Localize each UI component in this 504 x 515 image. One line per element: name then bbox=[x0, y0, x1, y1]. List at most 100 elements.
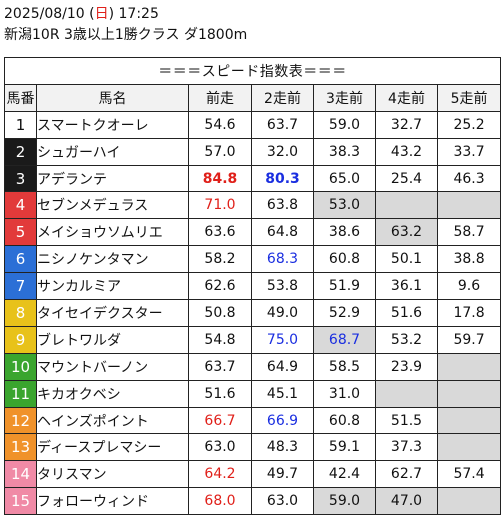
speed-index-cell: 54.6 bbox=[188, 110, 252, 139]
speed-index-cell: 63.6 bbox=[188, 218, 252, 247]
horse-name: メイショウソムリエ bbox=[36, 218, 189, 247]
speed-index-cell: 64.8 bbox=[251, 218, 314, 247]
speed-index-cell: 66.9 bbox=[251, 406, 314, 435]
horse-name: ヘインズポイント bbox=[36, 406, 189, 435]
speed-index-cell: 59.0 bbox=[313, 110, 376, 139]
header-cell: 馬名 bbox=[36, 83, 189, 112]
horse-name: アデランテ bbox=[36, 164, 189, 193]
speed-index-cell: 38.6 bbox=[313, 218, 376, 247]
horse-number: 1 bbox=[4, 110, 37, 139]
speed-index-cell: 63.7 bbox=[188, 352, 252, 381]
horse-name: サンカルミア bbox=[36, 272, 189, 301]
horse-number: 2 bbox=[4, 137, 37, 166]
speed-index-cell: 63.0 bbox=[188, 433, 252, 462]
speed-index-cell: 46.3 bbox=[436, 164, 502, 193]
table-row: 1 スマートクオーレ 54.6 63.7 59.0 32.7 25.2 bbox=[4, 110, 502, 139]
horse-name: マウントバーノン bbox=[36, 352, 189, 381]
date-text: 2025/08/10 ( bbox=[4, 6, 95, 22]
speed-index-cell: 57.0 bbox=[188, 137, 252, 166]
table-row: 14 タリスマン 64.2 49.7 42.4 62.7 57.4 bbox=[4, 460, 502, 489]
horse-number: 10 bbox=[4, 352, 37, 381]
horse-name: シュガーハイ bbox=[36, 137, 189, 166]
speed-index-cell bbox=[436, 406, 502, 435]
speed-index-cell: 51.5 bbox=[375, 406, 438, 435]
speed-index-cell: 58.2 bbox=[188, 245, 252, 274]
speed-index-cell: 53.0 bbox=[313, 191, 376, 220]
speed-index-cell: 49.7 bbox=[251, 460, 314, 489]
horse-number: 9 bbox=[4, 325, 37, 354]
speed-index-cell: 25.2 bbox=[436, 110, 502, 139]
speed-index-cell: 64.2 bbox=[188, 460, 252, 489]
horse-name: キカオクベシ bbox=[36, 379, 189, 408]
speed-index-cell: 49.0 bbox=[251, 299, 314, 327]
header-cell: 4走前 bbox=[375, 83, 438, 112]
speed-index-cell: 58.5 bbox=[313, 352, 376, 381]
speed-index-cell: 68.3 bbox=[251, 245, 314, 274]
horse-name: フォローウィンド bbox=[36, 487, 189, 515]
horse-number: 7 bbox=[4, 272, 37, 301]
speed-index-cell bbox=[375, 191, 438, 220]
header-cell: 2走前 bbox=[251, 83, 314, 112]
speed-index-cell: 63.0 bbox=[251, 487, 314, 515]
speed-index-cell: 58.7 bbox=[436, 218, 502, 247]
speed-index-cell: 50.8 bbox=[188, 299, 252, 327]
horse-number: 8 bbox=[4, 299, 37, 327]
horse-name: スマートクオーレ bbox=[36, 110, 189, 139]
speed-index-cell bbox=[436, 487, 502, 515]
speed-index-cell: 45.1 bbox=[251, 379, 314, 408]
horse-number: 3 bbox=[4, 164, 37, 193]
table-row: 10 マウントバーノン 63.7 64.9 58.5 23.9 bbox=[4, 352, 502, 381]
speed-index-cell: 63.8 bbox=[251, 191, 314, 220]
table-body: 1 スマートクオーレ 54.6 63.7 59.0 32.7 25.2 2 シュガーハイ 57.0… bbox=[4, 110, 502, 515]
speed-index-table: ＝＝＝スピード指数表＝＝＝ 馬番 馬名 前走 2走前 3走前 4走前 5走前 1… bbox=[3, 57, 502, 515]
speed-index-cell: 62.7 bbox=[375, 460, 438, 489]
race-info: 新潟10R 3歳以上1勝クラス ダ1800m bbox=[4, 27, 248, 43]
horse-name: タリスマン bbox=[36, 460, 189, 489]
speed-index-cell: 57.4 bbox=[436, 460, 502, 489]
horse-number: 5 bbox=[4, 218, 37, 247]
speed-index-cell: 53.2 bbox=[375, 325, 438, 354]
speed-index-cell: 23.9 bbox=[375, 352, 438, 381]
table-row: 5 メイショウソムリエ 63.6 64.8 38.6 63.2 58.7 bbox=[4, 218, 502, 247]
speed-index-cell: 25.4 bbox=[375, 164, 438, 193]
horse-number: 13 bbox=[4, 433, 37, 462]
horse-name: セブンメデュラス bbox=[36, 191, 189, 220]
speed-index-cell: 59.7 bbox=[436, 325, 502, 354]
table-title: ＝＝＝スピード指数表＝＝＝ bbox=[3, 57, 502, 85]
speed-index-cell: 50.1 bbox=[375, 245, 438, 274]
speed-index-cell: 84.8 bbox=[188, 164, 252, 193]
race-datetime: 2025/08/10 (日) 17:25 bbox=[4, 4, 247, 25]
speed-index-cell: 59.1 bbox=[313, 433, 376, 462]
table-row: 7 サンカルミア 62.6 53.8 51.9 36.1 9.6 bbox=[4, 272, 502, 301]
table-row: 8 タイセイデクスター 50.8 49.0 52.9 51.6 17.8 bbox=[4, 299, 502, 327]
speed-index-cell bbox=[436, 433, 502, 462]
speed-index-cell: 9.6 bbox=[436, 272, 502, 301]
speed-index-cell: 63.7 bbox=[251, 110, 314, 139]
speed-index-cell bbox=[375, 379, 438, 408]
table-row: 13 ディースプレマシー 63.0 48.3 59.1 37.3 bbox=[4, 433, 502, 462]
speed-index-cell bbox=[436, 191, 502, 220]
horse-number: 12 bbox=[4, 406, 37, 435]
speed-index-cell: 32.7 bbox=[375, 110, 438, 139]
table-row: 9 ブレトワルダ 54.8 75.0 68.7 53.2 59.7 bbox=[4, 325, 502, 354]
race-header: 2025/08/10 (日) 17:25 新潟10R 3歳以上1勝クラス ダ18… bbox=[4, 4, 247, 46]
speed-index-cell: 48.3 bbox=[251, 433, 314, 462]
horse-name: ニシノケンタマン bbox=[36, 245, 189, 274]
horse-name: ディースプレマシー bbox=[36, 433, 189, 462]
speed-index-cell bbox=[436, 379, 502, 408]
speed-index-cell: 42.4 bbox=[313, 460, 376, 489]
table-row: 15 フォローウィンド 68.0 63.0 59.0 47.0 bbox=[4, 487, 502, 515]
speed-index-cell: 51.6 bbox=[188, 379, 252, 408]
horse-name: ブレトワルダ bbox=[36, 325, 189, 354]
speed-index-cell: 68.0 bbox=[188, 487, 252, 515]
speed-index-cell: 59.0 bbox=[313, 487, 376, 515]
time-text: ) 17:25 bbox=[108, 6, 159, 22]
speed-index-cell: 36.1 bbox=[375, 272, 438, 301]
speed-index-cell: 60.8 bbox=[313, 245, 376, 274]
header-cell: 3走前 bbox=[313, 83, 376, 112]
table-title-row: ＝＝＝スピード指数表＝＝＝ bbox=[3, 57, 502, 85]
speed-index-cell: 47.0 bbox=[375, 487, 438, 515]
table-row: 6 ニシノケンタマン 58.2 68.3 60.8 50.1 38.8 bbox=[4, 245, 502, 274]
speed-index-cell: 80.3 bbox=[251, 164, 314, 193]
